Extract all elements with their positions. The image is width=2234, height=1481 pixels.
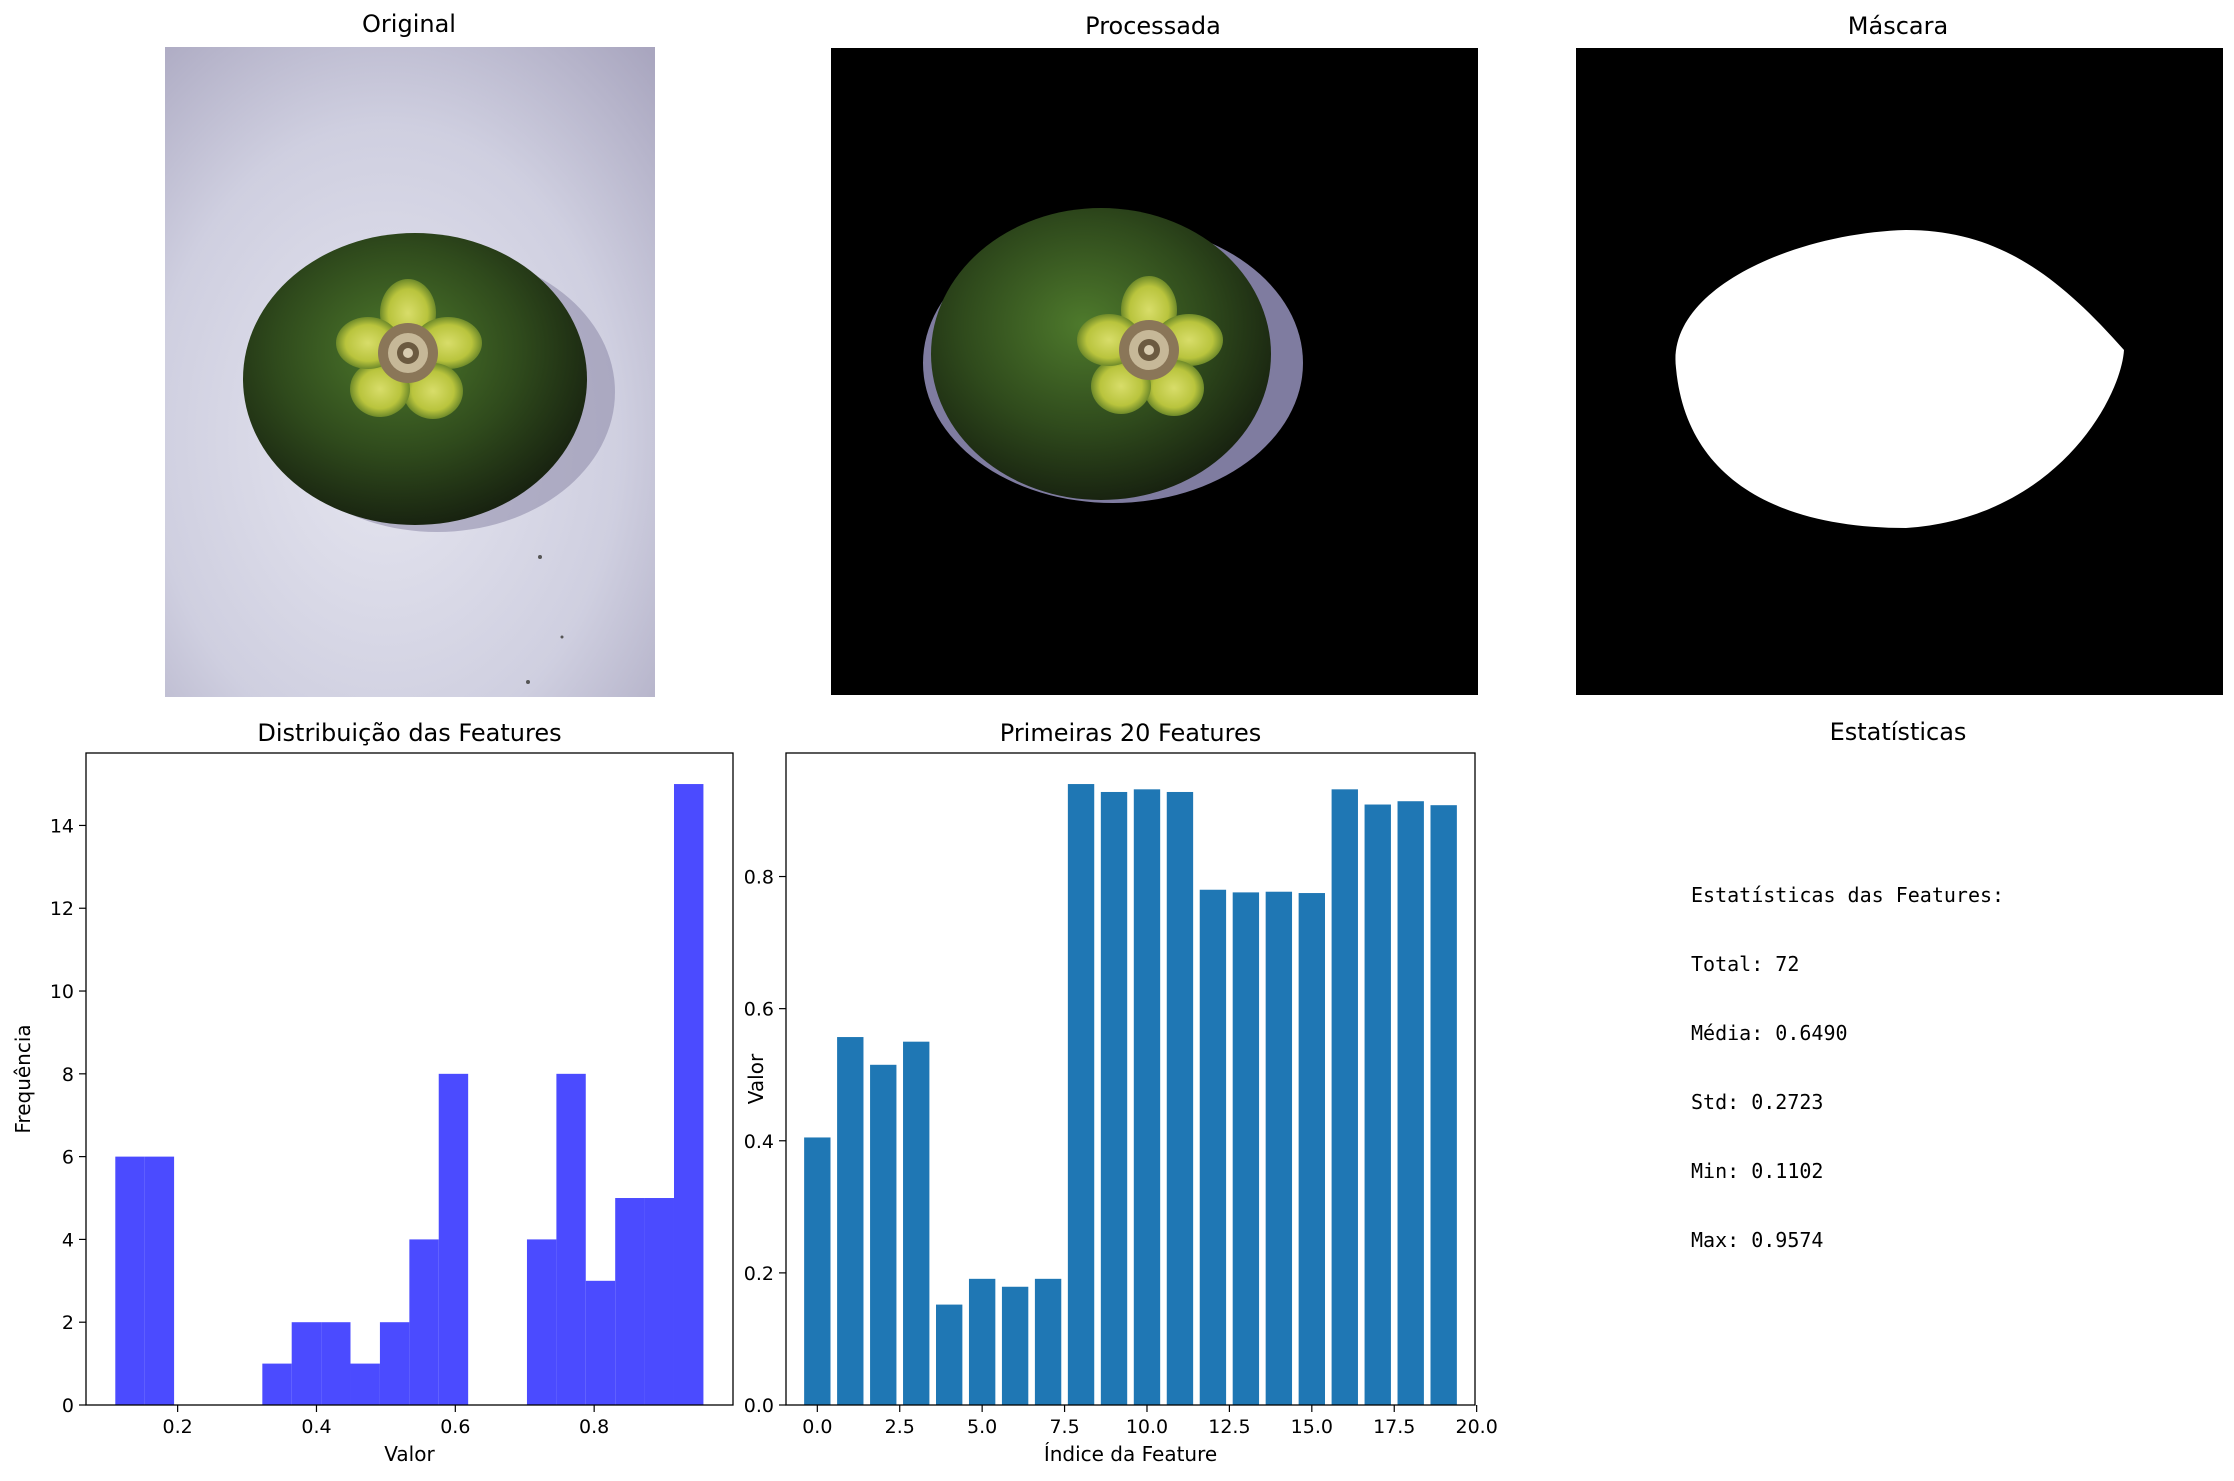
y-tick-label: 14 (50, 815, 74, 837)
y-tick-label: 2 (62, 1312, 74, 1334)
x-tick-label: 15.0 (1291, 1416, 1333, 1438)
feature-bar (1331, 789, 1358, 1405)
stats-line: Média: 0.6490 (1691, 1021, 1848, 1045)
y-tick-label: 0.4 (744, 1131, 774, 1153)
histogram-bar (526, 1239, 557, 1405)
stats-line: Total: 72 (1691, 952, 1800, 976)
feature-bar (903, 1041, 930, 1405)
bar-chart: 0.0 2.5 5.0 7.5 10.0 12.5 15.0 17.5 20.0 0.0 0.2 0.… (744, 719, 1498, 1466)
original-title: Original (362, 10, 456, 38)
histogram-bar (291, 1322, 322, 1405)
y-tick-label: 6 (62, 1147, 74, 1169)
feature-bar (968, 1278, 996, 1405)
y-tick-label: 8 (62, 1064, 74, 1086)
stats-text: Estatísticas das Features: Total: 72 Méd… (1691, 838, 2004, 1275)
y-tick-label: 0.2 (744, 1263, 774, 1285)
histogram-bar (262, 1363, 292, 1405)
histogram-bar (409, 1239, 439, 1405)
feature-bar (1430, 805, 1457, 1405)
stats-line: Min: 0.1102 (1691, 1159, 1824, 1183)
histogram-bar (644, 1198, 674, 1405)
feature-bar (1199, 889, 1227, 1405)
feature-bar (1166, 791, 1194, 1405)
y-tick-label: 0 (62, 1395, 74, 1417)
feature-bar (1298, 893, 1326, 1405)
feature-bar (1364, 804, 1391, 1405)
histogram-bar (585, 1280, 616, 1405)
x-tick-label: 12.5 (1208, 1416, 1250, 1438)
y-tick-label: 12 (50, 898, 74, 920)
original-image (165, 47, 655, 697)
x-tick-label: 2.5 (885, 1416, 915, 1438)
axes-frame (85, 752, 734, 1406)
feature-bar (1133, 789, 1161, 1405)
histogram-bar (556, 1073, 586, 1405)
stats-line: Estatísticas das Features: (1691, 883, 2005, 907)
feature-bar (804, 1137, 831, 1405)
mask-image (1576, 48, 2223, 695)
feature-bar (870, 1064, 897, 1405)
x-tick-label: 0.4 (301, 1416, 331, 1438)
histogram-bar (379, 1322, 410, 1405)
feature-bar (1100, 791, 1128, 1405)
x-tick-label: 0.2 (163, 1416, 193, 1438)
feature-bar (837, 1037, 864, 1405)
histogram-bar (115, 1156, 145, 1405)
x-tick-label: 10.0 (1126, 1416, 1168, 1438)
histogram-chart: 0.2 0.4 0.6 0.8 0 2 4 6 8 10 12 14 Distribuição das … (11, 719, 734, 1466)
y-tick-label: 4 (62, 1229, 74, 1251)
x-tick-label: 5.0 (967, 1416, 997, 1438)
y-axis-label: Valor (744, 1053, 768, 1104)
histogram-bar (350, 1363, 380, 1405)
x-axis-label: Valor (384, 1442, 435, 1466)
x-tick-label: 17.5 (1373, 1416, 1415, 1438)
x-tick-label: 7.5 (1049, 1416, 1079, 1438)
stats-line: Std: 0.2723 (1691, 1090, 1824, 1114)
y-tick-label: 0.6 (744, 999, 774, 1021)
stats-title: Estatísticas (1829, 718, 1967, 746)
stats-line: Max: 0.9574 (1691, 1228, 1824, 1252)
feature-bar (1397, 801, 1424, 1405)
x-tick-label: 20.0 (1455, 1416, 1497, 1438)
axes-frame (785, 752, 1476, 1406)
mask-title: Máscara (1847, 12, 1949, 40)
histogram-bar (144, 1156, 175, 1405)
x-tick-label: 0.8 (579, 1416, 609, 1438)
histogram-bar (673, 784, 704, 1405)
histogram-bar (438, 1073, 469, 1405)
y-tick-label: 0.8 (744, 867, 774, 889)
histogram-bar (615, 1198, 645, 1405)
y-axis-label: Frequência (11, 1024, 35, 1133)
processed-title: Processada (1085, 12, 1221, 40)
x-tick-label: 0.0 (802, 1416, 832, 1438)
y-tick-label: 10 (50, 981, 74, 1003)
y-tick-label: 0.0 (744, 1395, 774, 1417)
feature-bar (1232, 892, 1260, 1405)
feature-bar (935, 1304, 963, 1405)
chart-title: Primeiras 20 Features (1000, 719, 1261, 747)
x-tick-label: 0.6 (440, 1416, 470, 1438)
x-axis-label: Índice da Feature (1044, 1442, 1217, 1466)
feature-bar (1034, 1278, 1062, 1405)
feature-bar (1265, 891, 1293, 1405)
processed-image (831, 48, 1478, 695)
feature-bar (1001, 1286, 1029, 1405)
histogram-bar (321, 1322, 351, 1405)
chart-title: Distribuição das Features (257, 719, 561, 747)
feature-bar (1067, 784, 1095, 1405)
